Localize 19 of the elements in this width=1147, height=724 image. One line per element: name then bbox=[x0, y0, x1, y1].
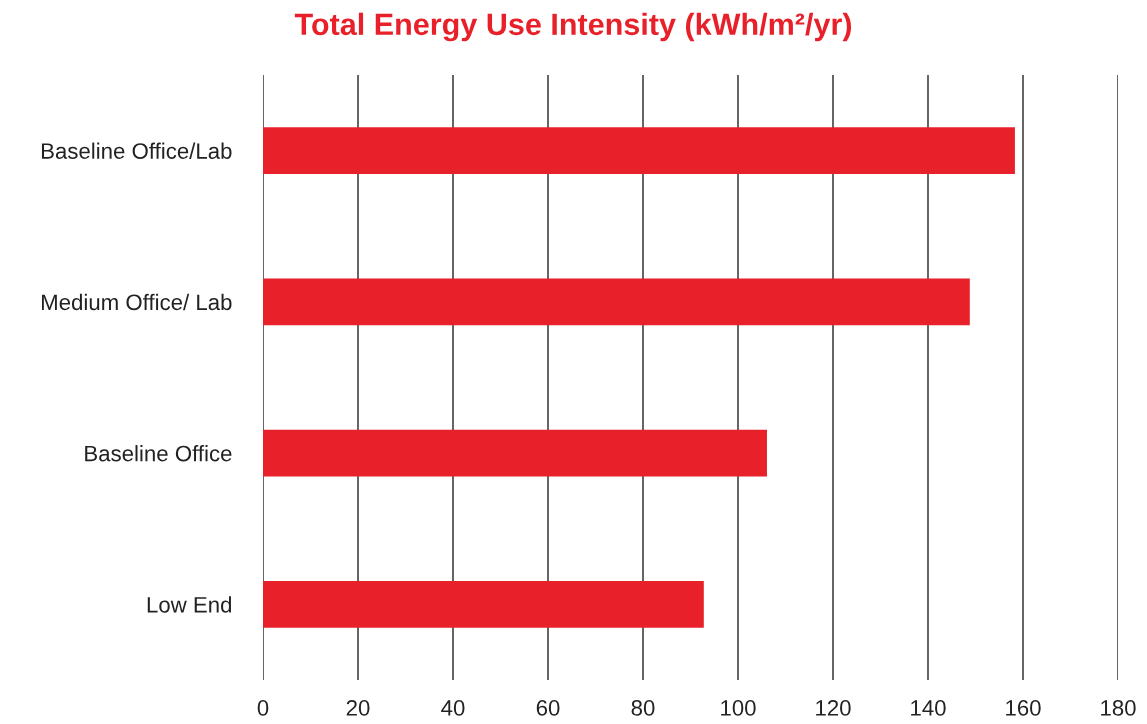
y-tick-label: Baseline Office/Lab bbox=[41, 142, 232, 159]
x-tick-label: 100 bbox=[721, 700, 756, 716]
y-tick-label: Medium Office/ Lab bbox=[41, 293, 232, 311]
bar bbox=[263, 278, 970, 326]
x-tick-label: 140 bbox=[911, 700, 946, 716]
x-tick-label: 80 bbox=[631, 700, 655, 716]
x-tick-label: 60 bbox=[536, 700, 560, 716]
bar bbox=[263, 580, 704, 628]
x-tick-label: 40 bbox=[441, 700, 465, 716]
x-tick-label: 160 bbox=[1006, 700, 1041, 716]
bar bbox=[263, 127, 1015, 175]
bar bbox=[263, 429, 767, 477]
y-tick-label: Low End bbox=[147, 596, 232, 613]
x-tick-label: 180 bbox=[1101, 700, 1136, 716]
x-tick-label: 0 bbox=[257, 700, 269, 716]
chart-title: Total Energy Use Intensity (kWh/m²/yr) bbox=[294, 12, 852, 42]
y-tick-label: Baseline Office bbox=[85, 445, 232, 462]
x-tick-label: 120 bbox=[816, 700, 851, 716]
x-tick-label: 20 bbox=[346, 700, 370, 716]
